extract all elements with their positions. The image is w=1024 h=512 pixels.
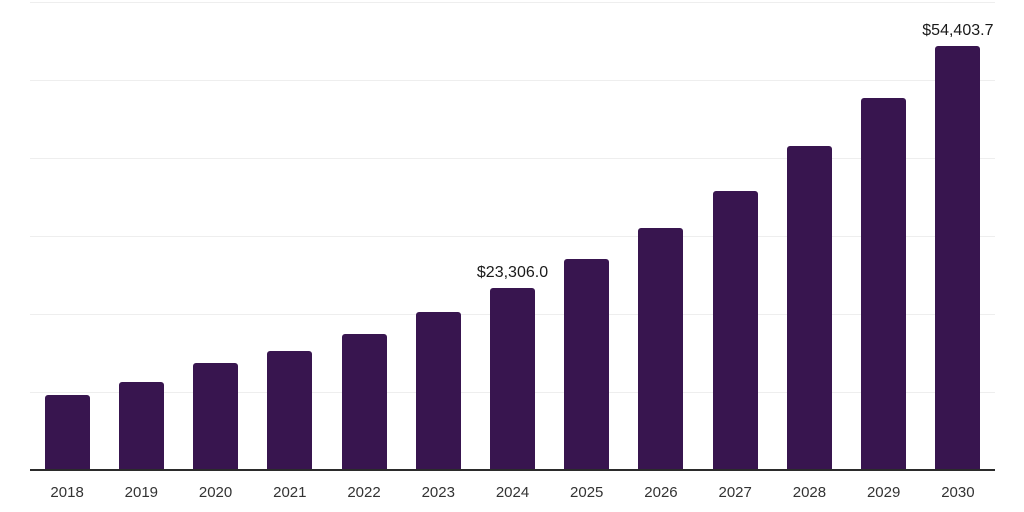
x-tick-label-2029: 2029 <box>866 484 901 501</box>
x-tick-label-2028: 2028 <box>792 484 827 501</box>
x-tick-label-2021: 2021 <box>273 484 307 501</box>
bar-2030 <box>935 45 981 470</box>
bar-2029 <box>861 98 907 470</box>
bar-2018 <box>44 394 90 470</box>
bar-2026 <box>638 228 684 470</box>
bar-2021 <box>267 350 313 470</box>
x-tick-label-2030: 2030 <box>941 484 975 501</box>
x-tick-label-2025: 2025 <box>570 484 604 501</box>
x-tick-label-2023: 2023 <box>421 484 455 501</box>
bar-2022 <box>341 334 387 470</box>
x-tick-label-2018: 2018 <box>50 484 84 501</box>
bar-2025 <box>564 259 610 470</box>
x-tick-label-2024: 2024 <box>495 484 530 501</box>
bar-2020 <box>193 362 239 470</box>
x-tick-label-2026: 2026 <box>644 484 678 501</box>
bar-2028 <box>786 146 832 470</box>
bar-2027 <box>712 191 758 470</box>
x-axis-line <box>30 469 995 471</box>
x-tick-label-2027: 2027 <box>718 484 752 501</box>
x-tick-label-2022: 2022 <box>347 484 381 501</box>
bar-2019 <box>118 381 164 470</box>
x-tick-label-2020: 2020 <box>198 484 233 501</box>
gridline-30000 <box>30 236 995 237</box>
bar-2023 <box>415 311 461 470</box>
gridline-50000 <box>30 80 995 81</box>
gridline-60000 <box>30 2 995 3</box>
data-label-2024: $23,306.0 <box>476 264 549 282</box>
x-tick-label-2019: 2019 <box>124 484 159 501</box>
gridline-40000 <box>30 158 995 159</box>
data-label-2030: $54,403.7 <box>922 21 994 39</box>
bar-2024 <box>490 288 535 470</box>
